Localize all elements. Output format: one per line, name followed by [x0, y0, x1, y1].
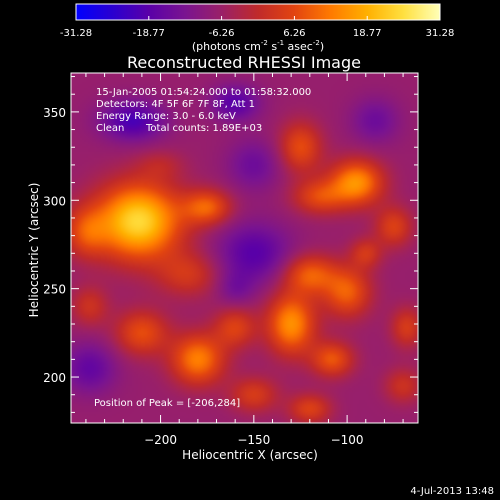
- colorbar-tick-label: 6.26: [283, 28, 305, 39]
- x-axis-label: Heliocentric X (arcsec): [182, 448, 318, 462]
- colorbar-tick-label: -18.77: [133, 28, 165, 39]
- chart-title: Reconstructed RHESSI Image: [127, 53, 361, 72]
- y-tick-label: 300: [43, 194, 66, 208]
- x-tick-label: −100: [331, 433, 364, 447]
- footer-date: 4-Jul-2013 13:48: [410, 486, 494, 497]
- colorbar-units: (photons cm-2 s-1 asec-2): [192, 39, 324, 53]
- plot-frame: [70, 72, 419, 424]
- y-axis-label: Heliocentric Y (arcsec): [27, 183, 41, 318]
- info-detectors: Detectors: 4F 5F 6F 7F 8F, Att 1: [96, 99, 255, 110]
- info-method: Clean: [96, 123, 124, 134]
- colorbar-tick-label: 18.77: [353, 28, 382, 39]
- peak-position-label: Position of Peak = [-206,284]: [94, 398, 240, 409]
- colorbar-fill: [75, 3, 441, 21]
- colorbar: -31.28 -18.77 -6.26 6.26 18.77 31.28 (photons…: [60, 3, 455, 53]
- info-time-range: 15-Jan-2005 01:54:24.000 to 01:58:32.000: [96, 87, 311, 98]
- x-tick-label: −150: [237, 433, 270, 447]
- info-energy-range: Energy Range: 3.0 - 6.0 keV: [96, 111, 236, 122]
- x-tick-label: −200: [144, 433, 177, 447]
- y-tick-label: 350: [43, 106, 66, 120]
- heatmap: [71, 73, 418, 423]
- y-tick-label: 200: [43, 371, 66, 385]
- colorbar-tick-label: -31.28: [60, 28, 92, 39]
- colorbar-tick-label: 31.28: [426, 28, 455, 39]
- y-tick-label: 250: [43, 283, 66, 297]
- heatmap-image: [71, 73, 418, 423]
- info-text: 15-Jan-2005 01:54:24.000 to 01:58:32.000…: [96, 87, 311, 134]
- info-total-counts: Total counts: 1.89E+03: [145, 123, 262, 134]
- colorbar-tick-label: -6.26: [209, 28, 235, 39]
